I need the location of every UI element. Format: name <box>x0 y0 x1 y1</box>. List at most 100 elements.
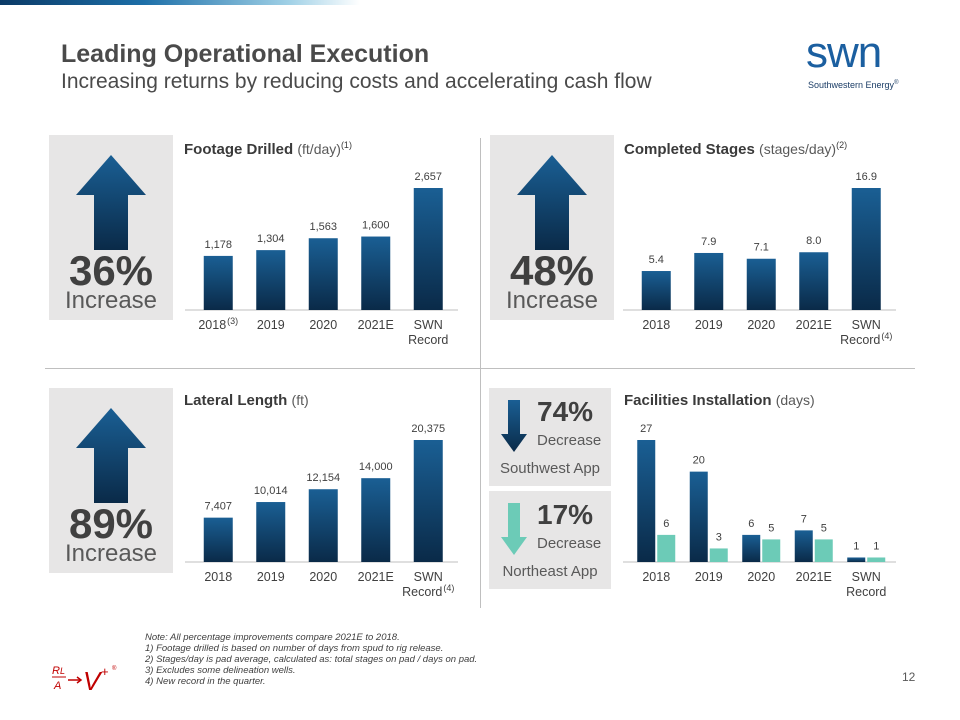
category-label: 2020 <box>747 318 775 332</box>
lateral-chart: 7,407 2018 10,014 2019 12,154 2020 14,000 2021E… <box>185 423 458 599</box>
down-arrow-icon <box>501 400 527 452</box>
data-label: 10,014 <box>254 485 288 497</box>
category-label: 2020 <box>309 318 337 332</box>
southwest-app-label: Southwest App <box>499 460 601 477</box>
northeast-app-label: Northeast App <box>502 563 598 580</box>
southwest-word: Decrease <box>537 432 602 449</box>
page-subtitle: Increasing returns by reducing costs and… <box>61 70 652 93</box>
bar-northeast-3 <box>814 539 833 562</box>
footage-pct: 36% <box>68 247 154 294</box>
data-label: 1,304 <box>257 233 285 245</box>
stages-chart: 5.4 2018 7.9 2019 7.1 2020 8.0 2021E 16.9 SWNReco… <box>623 171 896 347</box>
bar-lateral-0 <box>203 517 233 562</box>
bar-stages-3 <box>799 252 829 310</box>
data-label: 1,563 <box>309 221 337 233</box>
bar-footage-4 <box>413 188 443 310</box>
bar-northeast-1 <box>709 548 728 562</box>
bar-footage-1 <box>256 250 286 310</box>
bar-stages-0 <box>641 271 671 310</box>
logo-company: Southwestern Energy® <box>808 80 899 90</box>
category-label: Record <box>408 333 448 347</box>
category-label: 2018 <box>642 570 670 584</box>
bar-lateral-1 <box>256 502 286 562</box>
rv-plus-logo: R L A V + ® <box>52 664 117 696</box>
bar-southwest-4 <box>847 557 866 562</box>
footage-chart-title: Footage Drilled (ft/day)(1) <box>184 140 352 158</box>
northeast-pct: 17% <box>537 499 594 530</box>
svg-text:®: ® <box>112 665 117 672</box>
category-label: 2018 <box>642 318 670 332</box>
vertical-divider <box>480 138 481 608</box>
lateral-chart-title: Lateral Length (ft) <box>184 392 309 409</box>
category-footnote: (3) <box>227 316 238 326</box>
category-label: Record(4) <box>840 331 892 347</box>
data-label: 20,375 <box>411 423 445 435</box>
data-label-southwest: 20 <box>693 455 705 467</box>
up-arrow-icon <box>76 155 146 250</box>
data-label: 16.9 <box>856 171 877 183</box>
bar-lateral-4 <box>413 440 443 562</box>
bar-stages-1 <box>694 252 724 310</box>
data-label: 7.9 <box>701 236 716 248</box>
data-label-southwest: 27 <box>640 423 652 435</box>
stages-kpi-box: 48% Increase <box>490 135 614 320</box>
data-label-northeast: 1 <box>873 540 879 552</box>
stages-word: Increase <box>505 287 599 314</box>
bar-footage-2 <box>308 238 338 310</box>
note-line: 1) Footage drilled is based on number of… <box>145 643 444 654</box>
category-label: 2021E <box>796 570 832 584</box>
category-label: SWN <box>414 570 443 584</box>
category-label: SWN <box>414 318 443 332</box>
northeast-kpi-box: 17% Decrease Northeast App <box>489 491 611 589</box>
category-label: 2021E <box>358 570 394 584</box>
bar-lateral-3 <box>361 478 391 562</box>
category-label: 2021E <box>358 318 394 332</box>
swn-logo: swn Southwestern Energy® <box>806 28 916 94</box>
bar-southwest-0 <box>637 440 656 562</box>
bar-northeast-2 <box>762 539 781 562</box>
data-label: 1,178 <box>204 239 232 251</box>
data-label-southwest: 7 <box>801 513 807 525</box>
data-label: 2,657 <box>414 171 442 183</box>
note-line: 3) Excludes some delineation wells. <box>145 665 296 676</box>
bar-southwest-1 <box>689 471 708 562</box>
category-footnote: (4) <box>881 331 892 341</box>
logo-mark: swn <box>806 28 882 77</box>
category-label: Record <box>846 585 886 599</box>
svg-text:L: L <box>60 666 65 676</box>
lateral-kpi-box: 89% Increase <box>49 388 173 573</box>
category-footnote: (4) <box>443 583 454 593</box>
up-arrow-icon <box>517 155 587 250</box>
data-label: 1,600 <box>362 220 390 232</box>
category-label: 2019 <box>695 318 723 332</box>
data-label-northeast: 5 <box>821 522 827 534</box>
lateral-pct: 89% <box>68 500 154 547</box>
down-arrow-icon <box>501 503 527 555</box>
footnotes: Note: All percentage improvements compar… <box>145 632 477 687</box>
data-label-southwest: 6 <box>748 518 754 530</box>
southwest-pct: 74% <box>537 396 594 427</box>
category-label: SWN <box>852 570 881 584</box>
page-number: 12 <box>902 670 916 684</box>
note-line: 2) Stages/day is pad average, calculated… <box>145 654 478 665</box>
data-label: 7,407 <box>204 501 232 513</box>
data-label-southwest: 1 <box>853 540 859 552</box>
data-label-northeast: 6 <box>663 518 669 530</box>
bar-footage-3 <box>361 236 391 310</box>
data-label: 12,154 <box>306 472 340 484</box>
note-line: 4) New record in the quarter. <box>145 676 266 687</box>
footage-word: Increase <box>64 287 158 314</box>
bar-lateral-2 <box>308 489 338 562</box>
northeast-word: Decrease <box>537 535 602 552</box>
category-label: 2019 <box>257 318 285 332</box>
note-line: Note: All percentage improvements compar… <box>145 632 400 643</box>
bar-stages-2 <box>746 258 776 310</box>
data-label: 7.1 <box>754 242 769 254</box>
bar-footage-0 <box>203 255 233 310</box>
facilities-chart-title: Facilities Installation (days) <box>624 392 815 409</box>
svg-text:A: A <box>53 680 61 692</box>
stages-pct: 48% <box>509 247 595 294</box>
bar-northeast-0 <box>657 534 676 562</box>
southwest-kpi-box: 74% Decrease Southwest App <box>489 388 611 486</box>
category-label: Record(4) <box>402 583 454 599</box>
